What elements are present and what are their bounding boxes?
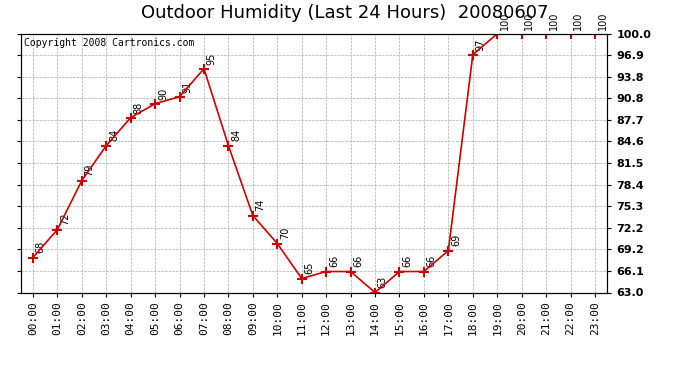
Text: 70: 70 xyxy=(280,227,290,239)
Text: 88: 88 xyxy=(133,101,144,114)
Text: 65: 65 xyxy=(304,262,315,274)
Text: 72: 72 xyxy=(60,213,70,225)
Text: 69: 69 xyxy=(451,234,461,246)
Text: 91: 91 xyxy=(182,80,193,93)
Text: 66: 66 xyxy=(329,255,339,267)
Text: 100: 100 xyxy=(524,11,535,30)
Text: 79: 79 xyxy=(85,164,95,177)
Text: 66: 66 xyxy=(402,255,412,267)
Text: 84: 84 xyxy=(231,129,241,141)
Text: Copyright 2008 Cartronics.com: Copyright 2008 Cartronics.com xyxy=(23,38,194,48)
Text: 100: 100 xyxy=(573,11,583,30)
Text: 90: 90 xyxy=(158,87,168,99)
Text: 95: 95 xyxy=(207,52,217,64)
Text: 100: 100 xyxy=(598,11,608,30)
Text: 68: 68 xyxy=(36,241,46,254)
Text: 97: 97 xyxy=(475,38,486,51)
Text: 66: 66 xyxy=(353,255,364,267)
Text: 100: 100 xyxy=(500,11,510,30)
Text: 63: 63 xyxy=(378,276,388,288)
Text: 66: 66 xyxy=(426,255,437,267)
Text: Outdoor Humidity (Last 24 Hours)  20080607: Outdoor Humidity (Last 24 Hours) 2008060… xyxy=(141,4,549,22)
Text: 84: 84 xyxy=(109,129,119,141)
Text: 74: 74 xyxy=(255,199,266,211)
Text: 100: 100 xyxy=(549,11,559,30)
